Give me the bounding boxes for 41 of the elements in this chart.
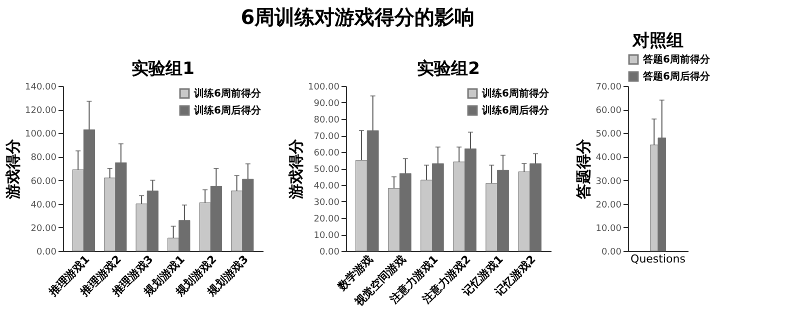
chart-title: 实验组2 (417, 59, 480, 79)
chart-title: 对照组 (632, 31, 684, 51)
y-tick-label: 0.00 (601, 248, 622, 258)
legend-label: 训练6周前得分 (193, 88, 262, 100)
legend-label: 答题6周前得分 (642, 54, 711, 66)
y-tick-label: 20.00 (596, 200, 622, 210)
y-tick-label: 50.00 (314, 165, 340, 175)
legend-label: 训练6周前得分 (481, 88, 550, 100)
y-tick-label: 10.00 (314, 231, 340, 241)
y-tick-label: 40.00 (30, 200, 57, 210)
y-tick-label: 100.00 (25, 130, 57, 140)
y-tick-label: 40.00 (596, 153, 622, 164)
y-axis-title: 答题得分 (574, 138, 593, 200)
y-tick-label: 0.00 (319, 248, 340, 258)
y-tick-label: 10.00 (596, 224, 622, 234)
y-tick-label: 80.00 (314, 116, 340, 126)
y-tick-label: 60.00 (314, 148, 340, 158)
y-tick-label: 40.00 (314, 182, 340, 192)
y-tick-label: 20.00 (314, 214, 340, 224)
chart-title: 实验组1 (132, 59, 194, 79)
y-tick-label: 0.00 (36, 248, 57, 258)
y-tick-label: 140.00 (25, 82, 57, 92)
y-axis-title: 游戏得分 (4, 138, 22, 200)
legend-label: 训练6周后得分 (481, 104, 550, 116)
y-tick-label: 60.00 (30, 176, 57, 187)
y-tick-label: 120.00 (25, 106, 57, 116)
y-tick-label: 70.00 (596, 82, 622, 92)
y-tick-label: 60.00 (596, 106, 622, 116)
legend-label: 答题6周后得分 (642, 70, 711, 82)
y-tick-label: 90.00 (314, 99, 340, 109)
y-tick-label: 50.00 (596, 130, 622, 140)
y-tick-label: 20.00 (30, 224, 57, 234)
x-tick-label: Questions (630, 252, 686, 266)
y-tick-label: 30.00 (596, 176, 622, 187)
y-tick-label: 70.00 (314, 132, 340, 142)
y-tick-label: 80.00 (30, 153, 57, 164)
text: 6周训练对游戏得分的影响 (240, 5, 475, 29)
y-tick-label: 100.00 (308, 82, 340, 92)
y-tick-label: 30.00 (314, 198, 340, 208)
legend-label: 训练6周后得分 (193, 104, 262, 116)
y-axis-title: 游戏得分 (287, 138, 306, 200)
